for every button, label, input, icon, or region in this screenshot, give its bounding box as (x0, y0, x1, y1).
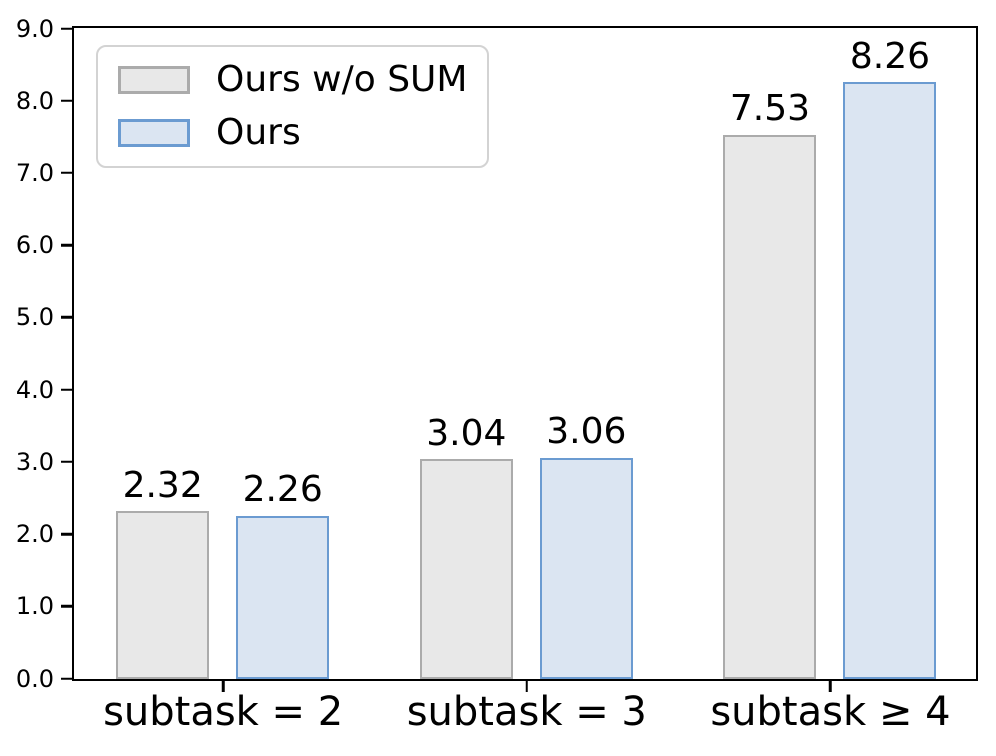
bar-value-label-ours-wo-sum-1: 3.04 (426, 412, 507, 454)
bar-value-label-ours-0: 2.26 (242, 468, 323, 510)
y-tick-label: 5.0 (15, 303, 54, 332)
y-tick-label: 8.0 (15, 86, 54, 115)
x-tick-mark (525, 681, 529, 692)
bar-value-label-ours-1: 3.06 (546, 411, 627, 453)
legend-item-ours: Ours (118, 111, 467, 153)
y-tick-mark (61, 316, 72, 319)
y-tick-label: 0.0 (15, 664, 54, 693)
bar-ours-2 (843, 82, 937, 679)
y-tick-label: 4.0 (15, 375, 54, 404)
bar-ours-0 (236, 515, 330, 679)
y-tick-label: 7.0 (15, 158, 54, 187)
x-tick-mark (829, 681, 832, 692)
y-tick-mark (61, 677, 72, 680)
y-tick-mark (61, 605, 72, 608)
x-tick-mark (221, 681, 225, 692)
x-category-label: subtask ≥ 4 (710, 689, 951, 735)
y-tick-mark (61, 388, 72, 391)
legend-label-ours-wo-sum: Ours w/o SUM (216, 59, 468, 100)
y-tick-label: 3.0 (15, 447, 54, 476)
y-tick-mark (61, 99, 72, 102)
bar-ours-1 (539, 458, 633, 679)
bar-value-label-ours-wo-sum-2: 7.53 (729, 88, 811, 130)
bar-value-label-ours-2: 8.26 (849, 35, 931, 77)
bar-ours-wo-sum-1 (419, 459, 513, 679)
x-category-label: subtask = 2 (103, 689, 344, 735)
y-tick-mark (61, 532, 72, 536)
plot-area: 2.32 3.04 7.53 2.26 3.06 8.26 (72, 26, 978, 681)
y-tick-mark (61, 460, 72, 464)
legend-swatch-ours (118, 118, 190, 147)
legend-item-ours-wo-sum: Ours w/o SUM (118, 61, 467, 99)
y-tick-label: 2.0 (15, 520, 54, 549)
y-tick-mark (61, 243, 72, 247)
legend-swatch-ours-wo-sum (118, 65, 190, 94)
y-tick-label: 9.0 (15, 14, 54, 43)
legend: Ours w/o SUM Ours (96, 45, 490, 168)
y-tick-label: 1.0 (15, 592, 54, 621)
x-category-label: subtask = 3 (406, 689, 647, 735)
bar-value-label-ours-wo-sum-0: 2.32 (122, 464, 203, 506)
y-tick-mark (61, 171, 72, 175)
legend-label-ours: Ours (216, 111, 301, 153)
y-tick-label: 6.0 (15, 231, 54, 260)
bar-ours-wo-sum-2 (723, 135, 817, 679)
bar-ours-wo-sum-0 (116, 511, 210, 679)
y-tick-mark (61, 27, 72, 30)
